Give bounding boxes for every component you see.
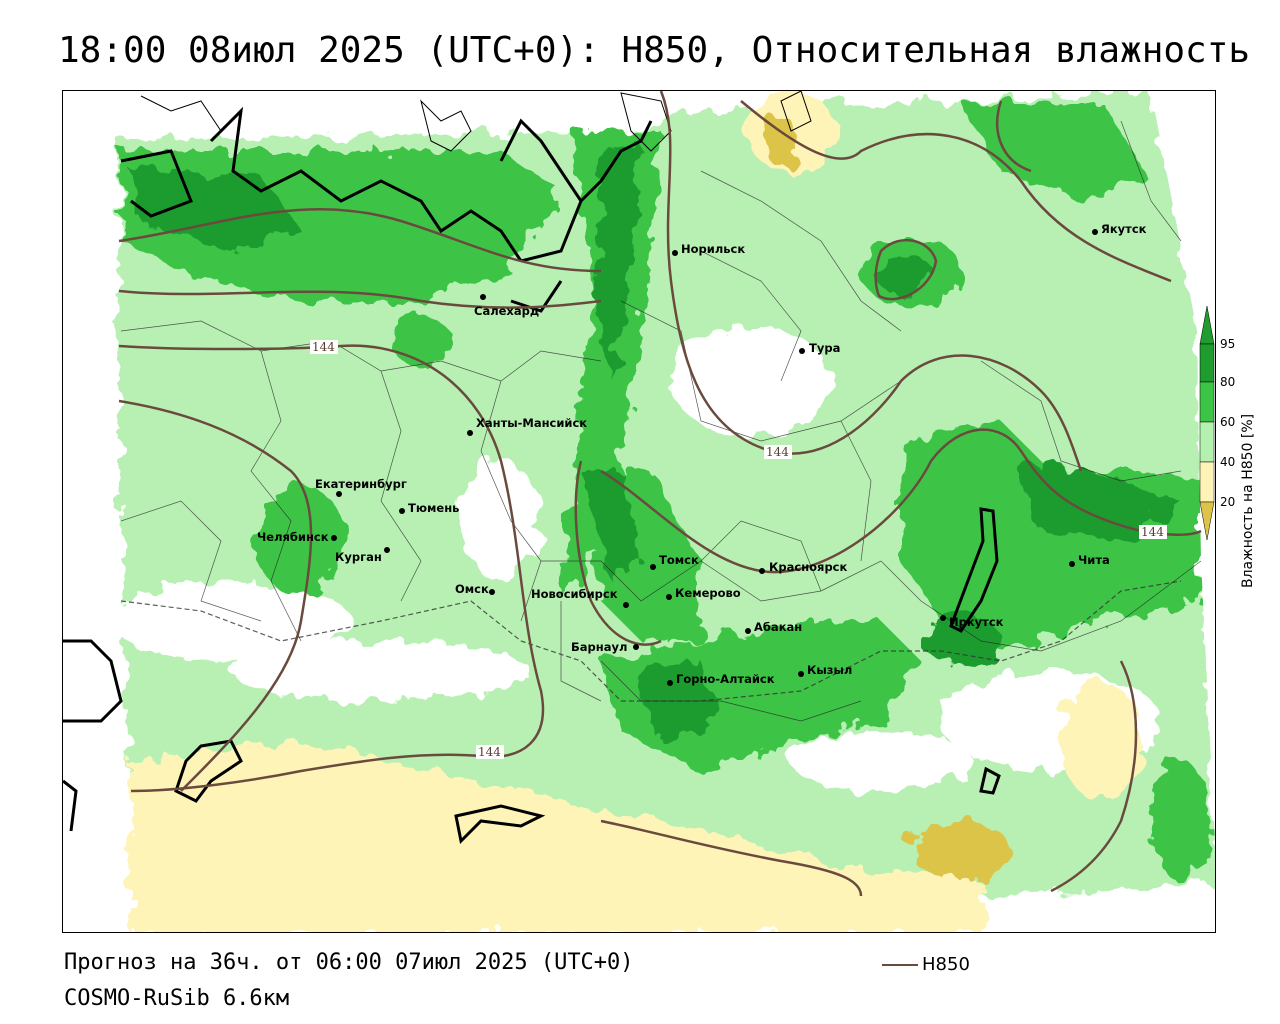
scale-bin-high bbox=[1199, 381, 1215, 423]
isoline-label-4: 144 bbox=[478, 745, 501, 759]
svg-text:Абакан: Абакан bbox=[754, 620, 802, 634]
scale-tick-80: 80 bbox=[1220, 375, 1235, 389]
map-canvas: 144 144 144 144 Якутск Норильск Салехард bbox=[63, 91, 1215, 932]
weather-map: 144 144 144 144 Якутск Норильск Салехард bbox=[62, 90, 1216, 933]
map-title: 18:00 08июл 2025 (UTC+0): H850, Относите… bbox=[58, 30, 1251, 71]
h850-legend-line bbox=[882, 964, 918, 966]
city-tyumen: Тюмень bbox=[399, 501, 459, 515]
coastline bbox=[63, 106, 1001, 845]
isoline-label-1: 144 bbox=[312, 340, 335, 354]
city-ekaterinburg: Екатеринбург bbox=[315, 477, 407, 497]
city-tura: Тура bbox=[799, 341, 840, 355]
svg-text:Красноярск: Красноярск bbox=[769, 560, 847, 574]
scale-bottom-arrow bbox=[1199, 501, 1215, 541]
scale-bin-very-high bbox=[1199, 343, 1215, 383]
svg-text:Кемерово: Кемерово bbox=[675, 586, 741, 600]
svg-text:Томск: Томск bbox=[659, 553, 699, 567]
city-krasnoyarsk: Красноярск bbox=[759, 560, 847, 574]
svg-text:Горно-Алтайск: Горно-Алтайск bbox=[676, 672, 775, 686]
city-kurgan: Курган bbox=[335, 547, 390, 564]
svg-text:Кызыл: Кызыл bbox=[807, 663, 852, 677]
city-novosibirsk: Новосибирск bbox=[531, 587, 629, 608]
svg-text:Курган: Курган bbox=[335, 550, 382, 564]
city-norilsk: Норильск bbox=[672, 242, 745, 256]
scale-bin-mid bbox=[1199, 421, 1215, 463]
scale-tick-60: 60 bbox=[1220, 415, 1235, 429]
model-info: COSMO-RuSib 6.6км bbox=[64, 986, 290, 1011]
scale-tick-20: 20 bbox=[1220, 495, 1235, 509]
scale-top-arrow bbox=[1199, 305, 1215, 345]
city-irkutsk: Иркутск bbox=[940, 615, 1004, 629]
city-kyzyl: Кызыл bbox=[798, 663, 852, 677]
city-chelyabinsk: Челябинск bbox=[257, 530, 337, 544]
city-abakan: Абакан bbox=[745, 620, 802, 634]
svg-text:Челябинск: Челябинск bbox=[257, 530, 329, 544]
scale-tick-40: 40 bbox=[1220, 455, 1235, 469]
svg-text:Чита: Чита bbox=[1078, 553, 1110, 567]
svg-text:Салехард: Салехард bbox=[474, 304, 539, 318]
humidity-field bbox=[111, 91, 1215, 932]
svg-text:Тюмень: Тюмень bbox=[408, 501, 459, 515]
city-omsk: Омск bbox=[455, 582, 495, 596]
country-border bbox=[120, 580, 1182, 702]
arctic-islands bbox=[140, 91, 812, 152]
scale-title: Влажность на H850 [%] bbox=[1240, 413, 1256, 588]
scale-tick-95: 95 bbox=[1220, 337, 1235, 351]
cities: Якутск Норильск Салехард Тура Ханты-Манс… bbox=[257, 222, 1147, 686]
svg-text:Ханты-Мансийск: Ханты-Мансийск bbox=[476, 416, 587, 430]
isoline-label-3: 144 bbox=[1141, 525, 1164, 539]
city-tomsk: Томск bbox=[650, 553, 699, 570]
svg-text:Тура: Тура bbox=[809, 341, 840, 355]
svg-text:Новосибирск: Новосибирск bbox=[531, 587, 618, 601]
city-chita: Чита bbox=[1069, 553, 1110, 567]
isoline-labels: 144 144 144 144 bbox=[310, 340, 1167, 759]
h850-legend-label: H850 bbox=[922, 954, 970, 975]
svg-text:Норильск: Норильск bbox=[681, 242, 745, 256]
scale-bin-low bbox=[1199, 461, 1215, 503]
isoline-label-2: 144 bbox=[766, 445, 789, 459]
humidity-color-scale: 95 80 60 40 20 bbox=[1199, 305, 1235, 541]
city-khanty-mansiysk: Ханты-Мансийск bbox=[467, 416, 587, 436]
city-yakutsk: Якутск bbox=[1092, 222, 1147, 236]
forecast-info: Прогноз на 36ч. от 06:00 07июл 2025 (UTC… bbox=[64, 950, 634, 975]
h850-isolines bbox=[118, 91, 1202, 897]
city-barnaul: Барнаул bbox=[571, 640, 639, 654]
city-gorno-altaysk: Горно-Алтайск bbox=[667, 672, 775, 686]
svg-text:Омск: Омск bbox=[455, 582, 489, 596]
city-salekhard: Салехард bbox=[474, 294, 539, 318]
city-kemerovo: Кемерово bbox=[666, 586, 741, 600]
svg-text:Иркутск: Иркутск bbox=[949, 615, 1004, 629]
svg-text:Барнаул: Барнаул bbox=[571, 640, 627, 654]
svg-text:Екатеринбург: Екатеринбург bbox=[315, 477, 407, 491]
svg-text:Якутск: Якутск bbox=[1101, 222, 1147, 236]
